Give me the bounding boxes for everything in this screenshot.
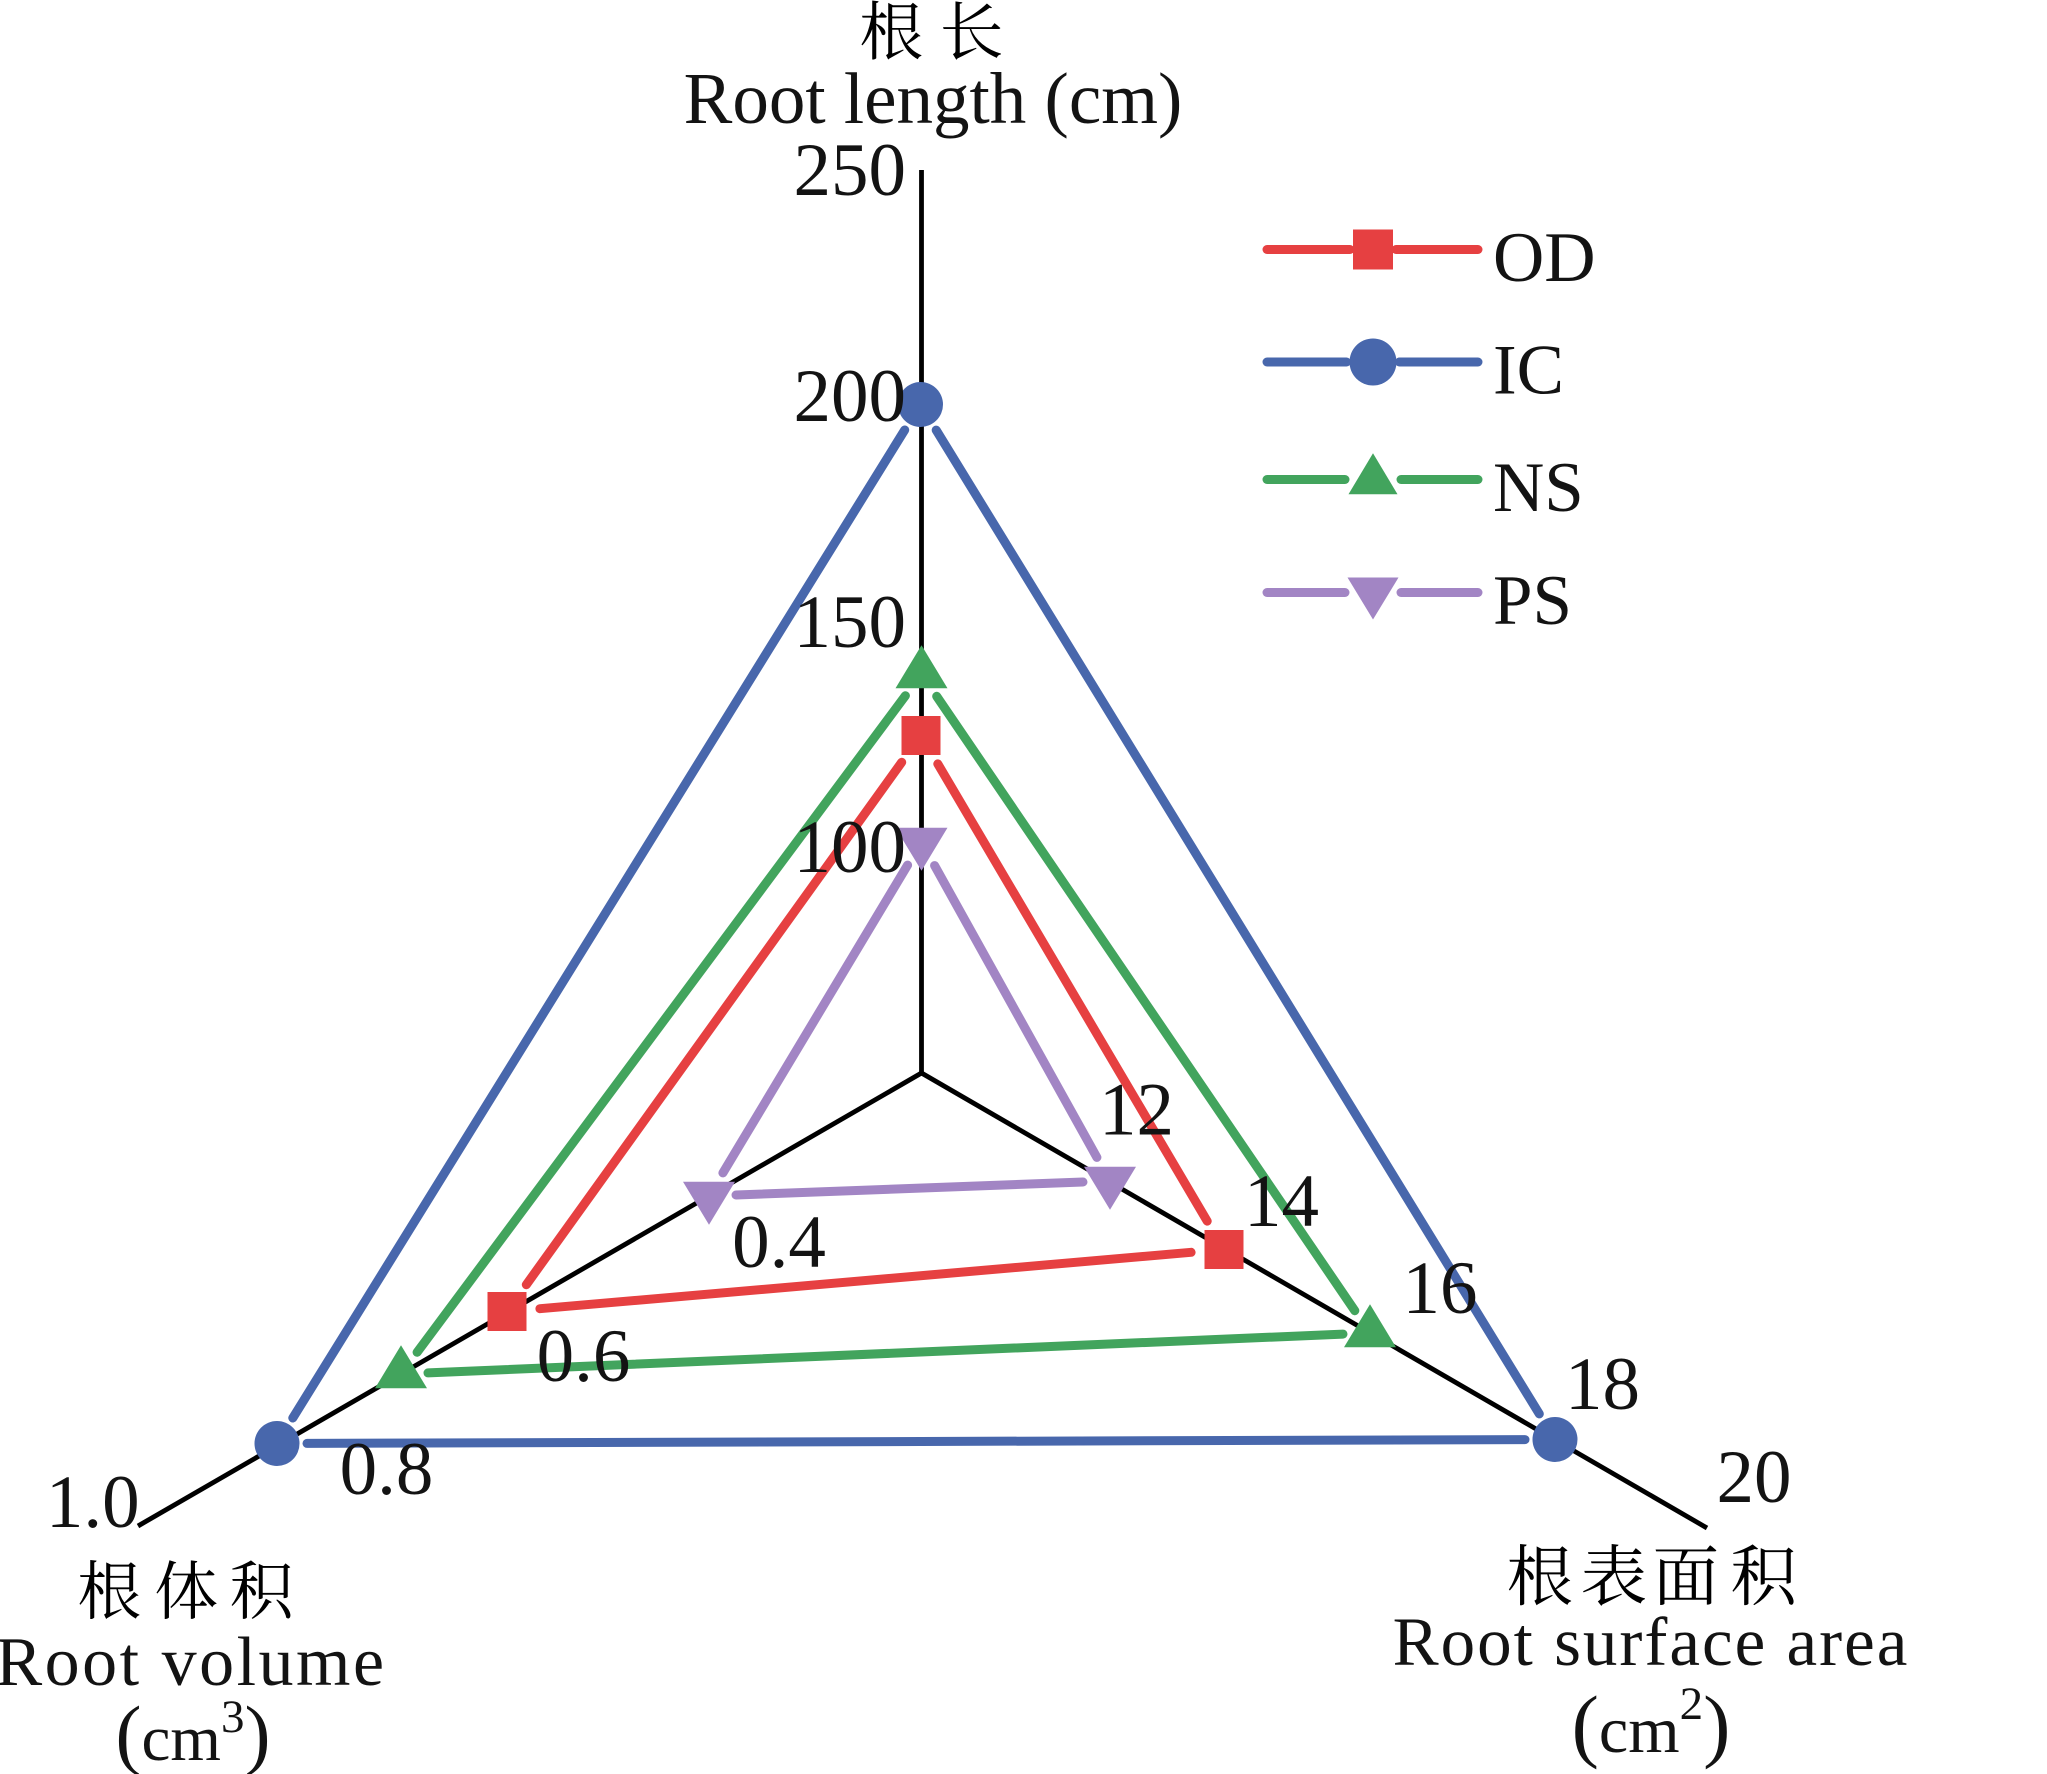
svg-text:Root surface area: Root surface area — [1393, 1604, 1910, 1680]
svg-text:150: 150 — [794, 581, 907, 664]
svg-text:0.8: 0.8 — [340, 1428, 434, 1511]
svg-text:12: 12 — [1099, 1069, 1174, 1152]
svg-text:NS: NS — [1493, 449, 1584, 527]
svg-text:16: 16 — [1403, 1247, 1478, 1330]
svg-text:0.6: 0.6 — [537, 1315, 631, 1398]
svg-text:(cm3): (cm3) — [116, 1690, 271, 1774]
svg-text:OD: OD — [1493, 219, 1596, 297]
svg-text:Root volume: Root volume — [0, 1624, 387, 1701]
svg-text:PS: PS — [1493, 562, 1572, 640]
svg-text:200: 200 — [794, 355, 907, 438]
svg-text:(cm2): (cm2) — [1572, 1678, 1731, 1770]
svg-text:1.0: 1.0 — [46, 1461, 140, 1544]
svg-text:0.4: 0.4 — [732, 1201, 826, 1284]
svg-text:20: 20 — [1717, 1436, 1792, 1519]
svg-text:18: 18 — [1565, 1343, 1640, 1426]
svg-text:Root length (cm): Root length (cm) — [684, 58, 1183, 139]
svg-text:250: 250 — [794, 129, 907, 212]
svg-text:14: 14 — [1244, 1160, 1319, 1243]
svg-text:100: 100 — [794, 806, 907, 889]
svg-text:IC: IC — [1493, 332, 1564, 410]
